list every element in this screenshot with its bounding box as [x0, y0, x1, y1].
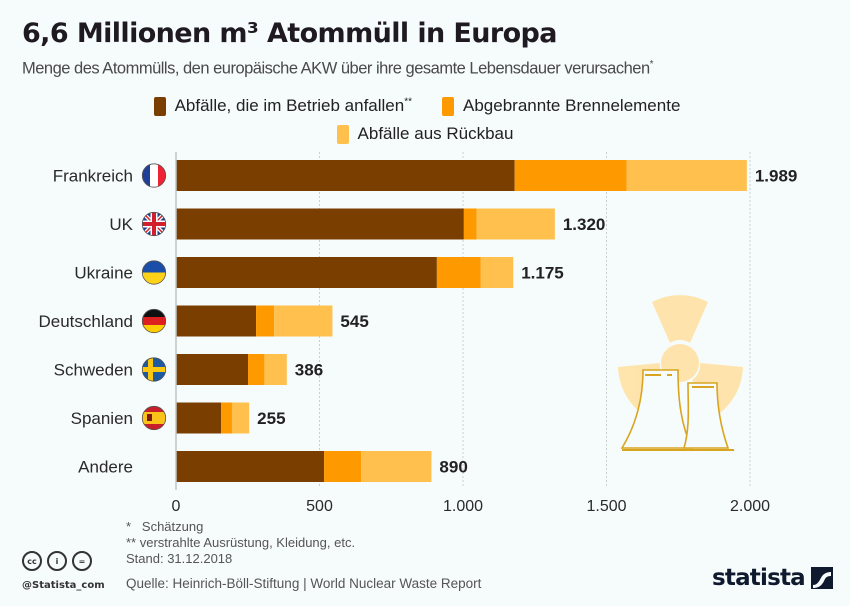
total-label: 1.989 — [755, 167, 798, 186]
bar-segment-operation — [176, 354, 249, 385]
bar-segment-decommissioning — [361, 451, 432, 482]
category-label: Spanien — [71, 409, 133, 428]
flags — [141, 163, 167, 431]
bar-segment-decommissioning — [476, 208, 555, 240]
x-tick-label: 500 — [306, 498, 333, 515]
bar-segment-decommissioning — [231, 402, 250, 434]
legend-swatch-operation — [153, 96, 166, 116]
bar-segment-spent-fuel — [324, 451, 362, 482]
cc-icon[interactable]: cc — [22, 551, 42, 571]
category-label: Deutschland — [38, 312, 133, 331]
statista-logo[interactable]: statista — [712, 565, 833, 591]
bar-segment-spent-fuel — [221, 402, 232, 434]
footnote-estimate: * Schätzung — [126, 519, 204, 534]
legend-item-decommissioning: Abfälle aus Rückbau — [336, 124, 514, 144]
bar-segment-operation — [176, 257, 437, 288]
germany-flag-icon — [142, 309, 166, 333]
legend-swatch-spent-fuel — [442, 96, 455, 116]
legend-row-1: Abfälle, die im Betrieb anfallen** Abgeb… — [0, 96, 842, 116]
legend-item-operation: Abfälle, die im Betrieb anfallen** — [153, 96, 413, 116]
bar-segment-decommissioning — [626, 160, 747, 191]
legend-item-spent-fuel: Abgebrannte Brennelemente — [442, 96, 680, 116]
legend-swatch-decommissioning — [336, 124, 349, 144]
footnote-operation-waste: ** verstrahlte Ausrüstung, Kleidung, etc… — [126, 535, 356, 550]
attribution-icon[interactable]: i — [47, 551, 67, 571]
bars — [176, 160, 747, 482]
bar-segment-spent-fuel — [248, 354, 265, 385]
category-label: Frankreich — [53, 167, 133, 186]
total-label: 255 — [257, 409, 285, 428]
ukraine-flag-icon — [142, 260, 166, 285]
labels: 1.989 Frankreich 1.320 UK 1.175 Ukraine 545 Deu… — [38, 167, 797, 477]
statista-logo-text: statista — [712, 565, 806, 591]
statista-logo-mark-icon — [810, 567, 833, 589]
nuclear-plant-icon — [618, 295, 743, 451]
x-tick-label: 1.500 — [586, 498, 626, 515]
subtitle-text: Menge des Atommülls, den europäische AKW… — [22, 59, 650, 78]
category-label: UK — [109, 215, 133, 234]
france-flag-icon — [142, 163, 166, 188]
category-label: Andere — [78, 458, 133, 477]
x-tick-label: 2.000 — [730, 498, 770, 515]
category-label: Ukraine — [74, 264, 133, 283]
x-tick-label: 0 — [172, 498, 181, 515]
total-label: 1.175 — [521, 264, 564, 283]
total-label: 1.320 — [563, 215, 606, 234]
legend-label-decommissioning: Abfälle aus Rückbau — [357, 124, 514, 143]
bar-segment-decommissioning — [274, 305, 333, 337]
x-axis-ticks: 0 500 1.000 1.500 2.000 — [172, 498, 771, 515]
bar-segment-operation — [176, 451, 325, 482]
footnote-date: Stand: 31.12.2018 — [126, 551, 233, 566]
chart-title: 6,6 Millionen m³ Atommüll in Europa — [22, 18, 557, 49]
total-label: 386 — [295, 361, 323, 380]
category-label: Schweden — [54, 361, 133, 380]
bar-segment-spent-fuel — [463, 208, 477, 240]
total-label: 545 — [340, 312, 368, 331]
x-tick-label: 1.000 — [443, 498, 483, 515]
legend-label-spent-fuel: Abgebrannte Brennelemente — [463, 96, 681, 115]
bar-segment-spent-fuel — [256, 305, 275, 337]
no-derivatives-icon[interactable]: = — [72, 551, 92, 571]
bar-segment-decommissioning — [480, 257, 514, 288]
bar-segment-operation — [176, 402, 222, 434]
license-icons[interactable]: cc i = — [22, 551, 92, 571]
bar-segment-spent-fuel — [436, 257, 481, 288]
bar-segment-operation — [176, 160, 515, 191]
bar-segment-operation — [176, 208, 464, 240]
total-label: 890 — [439, 458, 467, 477]
subtitle-mark: * — [649, 59, 654, 70]
footnotes: * Schätzung ** verstrahlte Ausrüstung, K… — [126, 519, 355, 567]
source-link[interactable]: Quelle: Heinrich-Böll-Stiftung | World N… — [126, 576, 482, 591]
bar-segment-decommissioning — [264, 354, 287, 385]
bar-segment-operation — [176, 305, 257, 337]
bar-segment-spent-fuel — [514, 160, 627, 191]
statista-handle[interactable]: @Statista_com — [22, 580, 105, 591]
chart-subtitle: Menge des Atommülls, den europäische AKW… — [22, 59, 654, 79]
legend-label-operation: Abfälle, die im Betrieb anfallen** — [174, 96, 413, 115]
legend-row-2: Abfälle aus Rückbau — [0, 124, 850, 144]
